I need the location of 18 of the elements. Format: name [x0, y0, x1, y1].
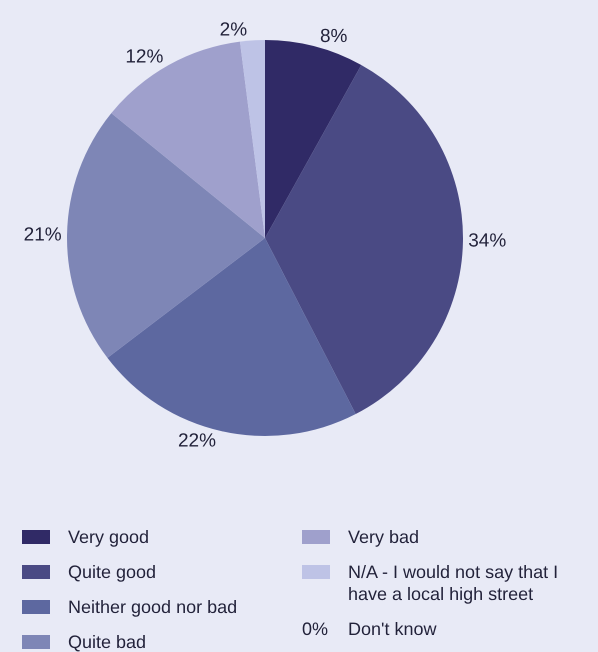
data-label: 22%	[178, 430, 216, 452]
pie-slice	[265, 64, 463, 414]
text: 0%	[302, 619, 328, 639]
data-label: 8%	[320, 26, 348, 48]
data-label: 34%	[468, 230, 506, 252]
data-label: 12%	[125, 46, 164, 68]
legend-label: Neither good nor bad	[68, 596, 238, 618]
pie-slice	[111, 42, 265, 238]
pie-slice	[67, 113, 265, 358]
pie-slice	[240, 40, 265, 238]
data-label: 2%	[220, 19, 248, 40]
legend-label: Quite bad	[68, 631, 146, 652]
data-label: 21%	[24, 224, 62, 246]
legend-label: Very good	[68, 526, 150, 548]
legend-label: Very bad	[348, 526, 420, 548]
legend-label: Quite good	[68, 561, 156, 583]
legend-label: N/A - I would not say that I have a local high street	[348, 561, 560, 605]
category-label: Don't know	[348, 619, 436, 639]
